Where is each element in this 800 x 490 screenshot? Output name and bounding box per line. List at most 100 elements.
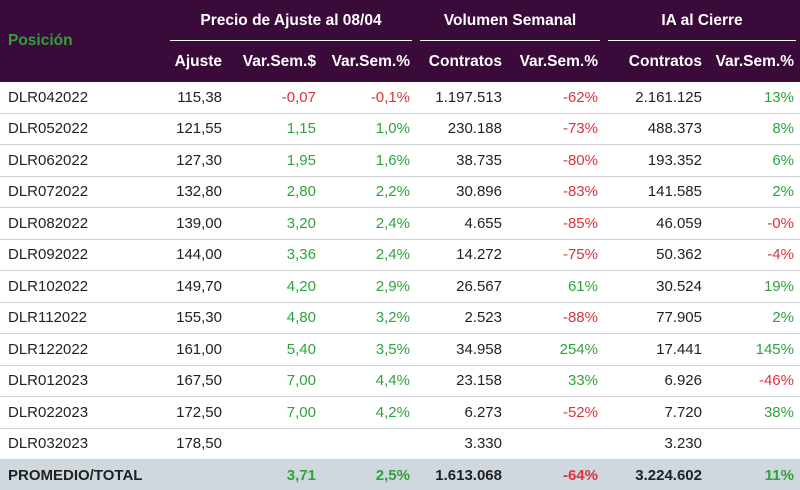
cell-ia: 488.373 [604,113,708,145]
cell-var-pct: 2,2% [322,176,416,208]
cell-position: DLR022023 [0,397,166,429]
cell-position: DLR032023 [0,428,166,460]
cell-var-usd: 4,80 [228,302,322,334]
cell-var-usd: 1,95 [228,145,322,177]
cell-volume-var: -88% [508,302,604,334]
cell-var-usd: 4,20 [228,271,322,303]
cell-var-pct: 4,2% [322,397,416,429]
total-row: PROMEDIO/TOTAL 3,71 2,5% 1.613.068 -64% … [0,460,800,490]
cell-position: DLR042022 [0,82,166,113]
cell-volume-var: 254% [508,334,604,366]
cell-volume: 26.567 [416,271,508,303]
cell-volume-var: -52% [508,397,604,429]
cell-ia-var: -4% [708,239,800,271]
col-header-ia-contracts: Contratos [604,41,708,82]
cell-ia-var: 2% [708,176,800,208]
cell-ia: 6.926 [604,365,708,397]
cell-ajuste: 155,30 [166,302,228,334]
cell-position: DLR102022 [0,271,166,303]
cell-ia-var: 8% [708,113,800,145]
cell-ia-var: 6% [708,145,800,177]
cell-var-usd: 3,20 [228,208,322,240]
cell-var-pct: 2,9% [322,271,416,303]
col-header-ia-var: Var.Sem.% [708,41,800,82]
cell-ia: 46.059 [604,208,708,240]
cell-ajuste: 161,00 [166,334,228,366]
cell-ajuste: 127,30 [166,145,228,177]
total-volume-var: -64% [508,460,604,490]
cell-ia: 3.230 [604,428,708,460]
cell-var-pct [322,428,416,460]
total-volume: 1.613.068 [416,460,508,490]
cell-volume-var: -73% [508,113,604,145]
cell-volume-var: -75% [508,239,604,271]
cell-var-pct: 3,2% [322,302,416,334]
cell-ia: 7.720 [604,397,708,429]
cell-volume: 4.655 [416,208,508,240]
cell-var-pct: 4,4% [322,365,416,397]
col-header-var-usd: Var.Sem.$ [228,41,322,82]
total-ia-var: 11% [708,460,800,490]
cell-position: DLR122022 [0,334,166,366]
cell-position: DLR012023 [0,365,166,397]
cell-ia: 193.352 [604,145,708,177]
total-ia: 3.224.602 [604,460,708,490]
cell-volume: 2.523 [416,302,508,334]
cell-position: DLR072022 [0,176,166,208]
cell-var-usd: 5,40 [228,334,322,366]
cell-ia-var: 145% [708,334,800,366]
cell-volume-var: -83% [508,176,604,208]
cell-volume-var: 33% [508,365,604,397]
cell-volume: 14.272 [416,239,508,271]
cell-position: DLR062022 [0,145,166,177]
cell-position: DLR082022 [0,208,166,240]
cell-ia: 17.441 [604,334,708,366]
cell-ia-var: -0% [708,208,800,240]
cell-volume-var [508,428,604,460]
position-header: Posición [0,0,166,82]
group-header-volume: Volumen Semanal [416,0,604,41]
cell-position: DLR052022 [0,113,166,145]
cell-ia: 30.524 [604,271,708,303]
cell-ia-var [708,428,800,460]
cell-volume: 34.958 [416,334,508,366]
cell-volume: 1.197.513 [416,82,508,113]
cell-volume-var: -80% [508,145,604,177]
cell-ajuste: 172,50 [166,397,228,429]
cell-var-pct: 2,4% [322,208,416,240]
cell-volume-var: -85% [508,208,604,240]
cell-ia: 2.161.125 [604,82,708,113]
cell-var-usd [228,428,322,460]
cell-var-usd: -0,07 [228,82,322,113]
col-header-var-pct: Var.Sem.% [322,41,416,82]
cell-ajuste: 115,38 [166,82,228,113]
col-header-ajuste: Ajuste [166,41,228,82]
cell-var-usd: 3,36 [228,239,322,271]
cell-ia-var: 38% [708,397,800,429]
col-header-volume-contracts: Contratos [416,41,508,82]
cell-ia-var: -46% [708,365,800,397]
cell-volume: 230.188 [416,113,508,145]
cell-var-usd: 7,00 [228,365,322,397]
cell-var-pct: 2,4% [322,239,416,271]
cell-ia-var: 2% [708,302,800,334]
cell-ia: 50.362 [604,239,708,271]
cell-ia-var: 19% [708,271,800,303]
cell-var-pct: 1,6% [322,145,416,177]
cell-volume: 23.158 [416,365,508,397]
cell-var-usd: 7,00 [228,397,322,429]
cell-volume-var: -62% [508,82,604,113]
cell-volume-var: 61% [508,271,604,303]
